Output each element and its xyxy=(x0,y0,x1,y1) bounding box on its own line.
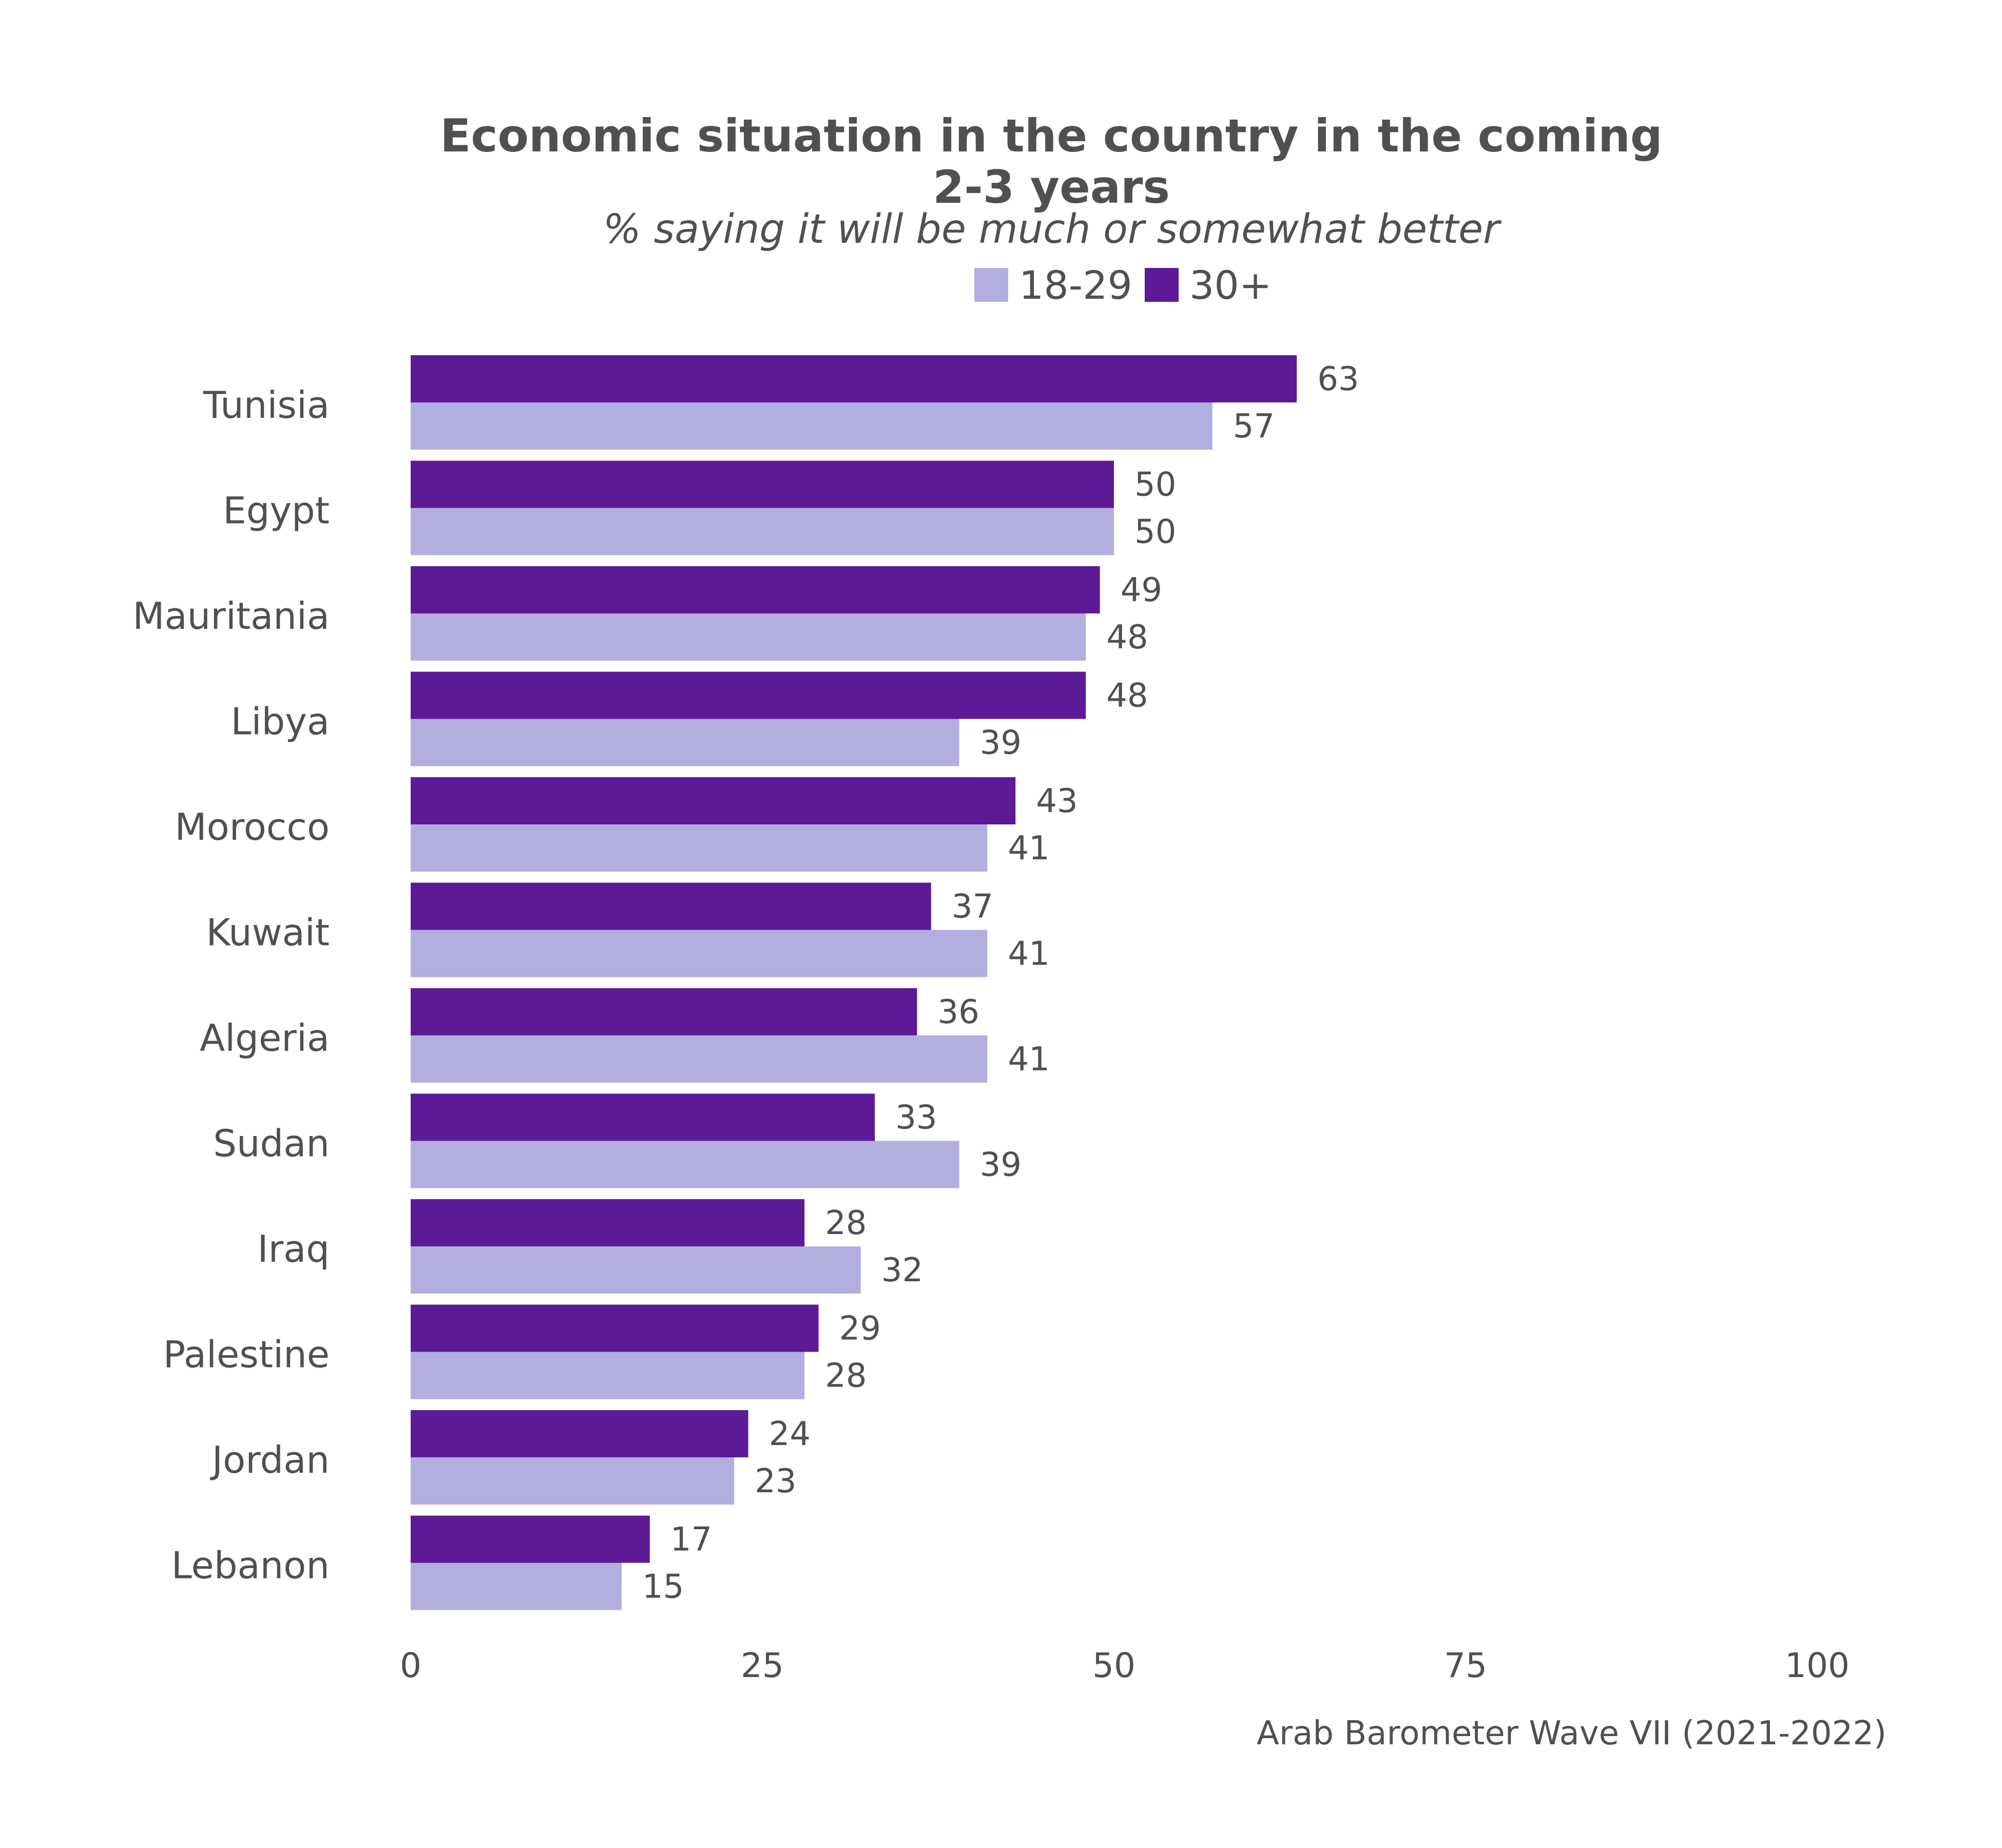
value-label-kuwait-30plus: 37 xyxy=(952,888,993,926)
value-label-egypt-30plus: 50 xyxy=(1134,466,1176,504)
chart-title-line-1: Economic situation in the country in the… xyxy=(440,109,1663,162)
bar-morocco-30plus xyxy=(411,777,1016,824)
bar-kuwait-30plus xyxy=(411,882,931,930)
plot-area: Tunisia 63 57 Egypt 50 50 Mauritania 49 48 Libya 4… xyxy=(132,355,1850,1685)
value-label-morocco-30plus: 43 xyxy=(1036,782,1077,820)
value-label-palestine-18-29: 28 xyxy=(825,1357,867,1395)
value-label-iraq-18-29: 32 xyxy=(881,1252,923,1289)
bar-sudan-30plus xyxy=(411,1093,875,1141)
bar-palestine-30plus xyxy=(411,1304,819,1352)
x-tick-label-75: 75 xyxy=(1444,1646,1487,1685)
bar-tunisia-30plus xyxy=(411,355,1297,402)
legend: 18-29 30+ xyxy=(974,262,1272,308)
bar-jordan-18-29 xyxy=(411,1457,735,1505)
value-label-iraq-30plus: 28 xyxy=(825,1204,867,1242)
value-label-tunisia-30plus: 63 xyxy=(1317,360,1359,398)
legend-swatch-18-29 xyxy=(974,268,1008,302)
bar-algeria-18-29 xyxy=(411,1035,988,1083)
value-label-mauritania-30plus: 49 xyxy=(1121,571,1162,609)
value-label-sudan-30plus: 33 xyxy=(895,1099,937,1137)
value-label-jordan-18-29: 23 xyxy=(755,1462,796,1500)
x-tick-label-100: 100 xyxy=(1785,1646,1850,1685)
legend-label-18-29: 18-29 xyxy=(1019,262,1132,308)
bar-jordan-30plus xyxy=(411,1410,748,1457)
category-label-tunisia: Tunisia xyxy=(203,383,330,427)
category-label-jordan: Jordan xyxy=(210,1438,330,1481)
category-label-mauritania: Mauritania xyxy=(132,594,330,638)
chart-caption: Arab Barometer Wave VII (2021-2022) xyxy=(1257,1715,1886,1753)
category-label-libya: Libya xyxy=(230,700,330,743)
legend-label-30plus: 30+ xyxy=(1189,262,1272,308)
x-tick-label-50: 50 xyxy=(1092,1646,1135,1685)
bar-iraq-30plus xyxy=(411,1199,805,1246)
x-tick-label-0: 0 xyxy=(400,1646,421,1685)
value-label-tunisia-18-29: 57 xyxy=(1233,408,1275,446)
bar-morocco-18-29 xyxy=(411,824,988,872)
chart-title-line-2: 2-3 years xyxy=(933,161,1170,214)
chart-subtitle: % saying it will be much or somewhat bet… xyxy=(603,206,1502,253)
category-label-sudan: Sudan xyxy=(213,1122,330,1165)
category-label-algeria: Algeria xyxy=(200,1016,330,1060)
value-label-morocco-18-29: 41 xyxy=(1008,830,1049,868)
bar-iraq-18-29 xyxy=(411,1246,861,1294)
value-label-libya-18-29: 39 xyxy=(980,724,1022,762)
value-label-kuwait-18-29: 41 xyxy=(1008,935,1049,973)
value-label-mauritania-18-29: 48 xyxy=(1106,619,1148,657)
bar-egypt-30plus xyxy=(411,460,1114,508)
bar-mauritania-30plus xyxy=(411,566,1100,613)
value-label-egypt-18-29: 50 xyxy=(1134,513,1176,551)
bar-tunisia-18-29 xyxy=(411,402,1212,450)
legend-swatch-30plus xyxy=(1145,268,1179,302)
value-label-lebanon-18-29: 15 xyxy=(642,1568,684,1606)
value-label-palestine-30plus: 29 xyxy=(839,1310,881,1348)
bar-libya-30plus xyxy=(411,671,1086,719)
bar-mauritania-18-29 xyxy=(411,613,1086,661)
category-label-kuwait: Kuwait xyxy=(206,911,330,954)
bar-lebanon-30plus xyxy=(411,1515,650,1563)
bar-kuwait-18-29 xyxy=(411,930,988,977)
bar-egypt-18-29 xyxy=(411,508,1114,555)
value-label-sudan-18-29: 39 xyxy=(980,1146,1022,1184)
category-label-palestine: Palestine xyxy=(163,1333,330,1376)
category-label-lebanon: Lebanon xyxy=(171,1544,330,1587)
category-label-morocco: Morocco xyxy=(175,805,330,849)
x-tick-label-25: 25 xyxy=(741,1646,784,1685)
value-label-lebanon-30plus: 17 xyxy=(670,1521,712,1559)
category-label-iraq: Iraq xyxy=(257,1227,330,1270)
value-label-jordan-30plus: 24 xyxy=(769,1415,811,1453)
bar-libya-18-29 xyxy=(411,719,959,766)
category-label-egypt: Egypt xyxy=(223,489,330,532)
bar-palestine-18-29 xyxy=(411,1352,805,1399)
bar-lebanon-18-29 xyxy=(411,1563,622,1610)
value-label-libya-30plus: 48 xyxy=(1106,677,1148,715)
bar-sudan-18-29 xyxy=(411,1141,959,1188)
value-label-algeria-18-29: 41 xyxy=(1008,1041,1049,1079)
value-label-algeria-30plus: 36 xyxy=(937,993,979,1031)
bar-algeria-30plus xyxy=(411,988,917,1035)
